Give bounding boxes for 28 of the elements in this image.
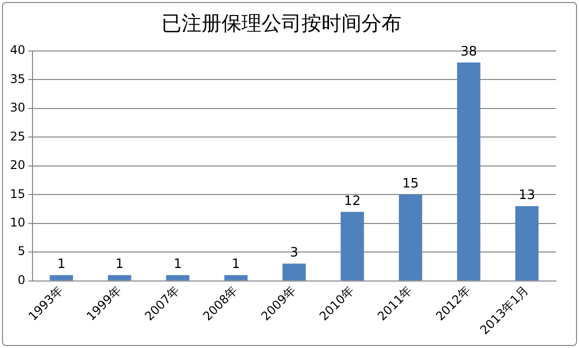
y-tick-label: 10 bbox=[10, 216, 26, 230]
data-label: 38 bbox=[460, 44, 477, 60]
bar bbox=[108, 275, 132, 280]
y-tick-label: 30 bbox=[10, 100, 26, 115]
bar bbox=[166, 275, 190, 280]
y-tick-label: 40 bbox=[10, 43, 26, 58]
y-tick-label: 35 bbox=[10, 72, 26, 86]
y-tick-label: 25 bbox=[10, 129, 26, 144]
data-label: 1 bbox=[115, 256, 124, 272]
y-tick-label: 15 bbox=[10, 186, 26, 201]
bar bbox=[224, 275, 248, 280]
data-label: 12 bbox=[344, 194, 361, 209]
data-label: 1 bbox=[232, 256, 240, 272]
data-label: 15 bbox=[402, 176, 419, 192]
data-label: 1 bbox=[174, 256, 182, 272]
chart-title: 已注册保理公司按时间分布 bbox=[162, 11, 402, 36]
bar bbox=[515, 206, 539, 280]
bar bbox=[457, 62, 480, 280]
y-tick-label: 0 bbox=[18, 272, 26, 287]
data-label: 1 bbox=[57, 256, 66, 272]
data-label: 3 bbox=[290, 245, 298, 260]
bar bbox=[340, 212, 364, 280]
bar bbox=[282, 264, 306, 280]
y-tick-label: 5 bbox=[18, 244, 26, 258]
bar bbox=[398, 194, 422, 280]
y-tick-label: 20 bbox=[10, 158, 26, 172]
bar bbox=[50, 275, 74, 280]
data-label: 13 bbox=[518, 188, 536, 204]
